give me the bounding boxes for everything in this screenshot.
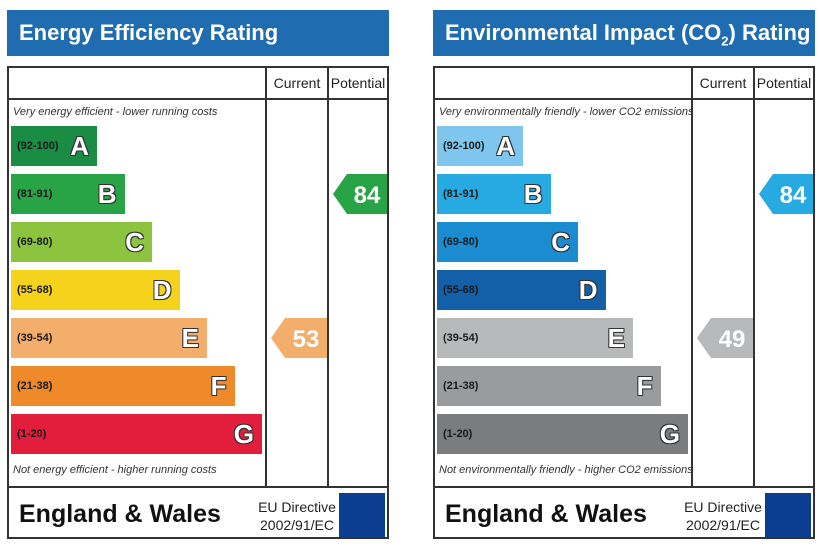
band-range: (81-91) xyxy=(443,188,479,200)
potential-rating-value: 84 xyxy=(354,182,381,209)
band-range: (92-100) xyxy=(17,140,59,152)
directive-line: EU Directive xyxy=(684,499,762,515)
eu-flag-icon xyxy=(765,493,811,537)
band-letter: G xyxy=(659,419,680,449)
band-bar-c: (69-80) C xyxy=(11,222,152,262)
band-bar-a: (92-100) A xyxy=(437,126,523,166)
band-range: (39-54) xyxy=(443,332,479,344)
potential-rating-value: 84 xyxy=(780,182,807,209)
current-rating-arrow: 53 xyxy=(271,318,327,358)
band-letter: C xyxy=(551,227,570,257)
rating-frame: Current Potential Very environmentally f… xyxy=(433,66,815,539)
top-note: Very environmentally friendly - lower CO… xyxy=(439,106,694,118)
band-range: (39-54) xyxy=(17,332,53,344)
band-letter: F xyxy=(636,371,653,401)
divider xyxy=(9,98,387,100)
energy-efficiency-panel: Energy Efficiency Rating Current Potenti… xyxy=(7,10,389,540)
current-rating-arrow: 49 xyxy=(697,318,753,358)
panel-title: Environmental Impact (CO2) Rating xyxy=(433,10,815,56)
divider xyxy=(753,68,755,488)
band-letter: D xyxy=(152,275,172,305)
band-range: (92-100) xyxy=(443,140,485,152)
band-bar-f: (21-38) F xyxy=(11,366,235,406)
title-part: Environmental Impact (CO xyxy=(445,20,722,45)
current-rating-value: 53 xyxy=(293,326,320,353)
band-bar-g: (1-20) G xyxy=(11,414,262,454)
band-letter: B xyxy=(97,179,117,209)
panel-title: Energy Efficiency Rating xyxy=(7,10,389,56)
band-bar-d: (55-68) D xyxy=(437,270,606,310)
column-header-current: Current xyxy=(699,75,747,91)
band-bar-b: (81-91) B xyxy=(437,174,551,214)
divider xyxy=(691,68,693,488)
band-range: (55-68) xyxy=(17,284,53,296)
band-bar-e: (39-54) E xyxy=(437,318,633,358)
band-bar-e: (39-54) E xyxy=(11,318,207,358)
band-bar-g: (1-20) G xyxy=(437,414,688,454)
title-part: ) Rating xyxy=(728,20,811,45)
band-letter: A xyxy=(496,131,515,161)
band-bar-f: (21-38) F xyxy=(437,366,661,406)
bottom-note: Not energy efficient - higher running co… xyxy=(13,464,217,476)
band-letter: A xyxy=(70,131,89,161)
eu-directive: EU Directive 2002/91/EC xyxy=(255,498,339,534)
divider xyxy=(435,486,813,488)
band-letter: E xyxy=(607,323,625,353)
column-header-potential: Potential xyxy=(330,75,386,91)
band-letter: F xyxy=(210,371,227,401)
band-letter: B xyxy=(523,179,543,209)
band-range: (1-20) xyxy=(17,428,47,440)
footer-region: England & Wales xyxy=(445,500,647,528)
divider xyxy=(435,98,813,100)
band-range: (1-20) xyxy=(443,428,473,440)
eu-directive: EU Directive 2002/91/EC xyxy=(681,498,765,534)
band-range: (69-80) xyxy=(443,236,479,248)
rating-frame: Current Potential Very energy efficient … xyxy=(7,66,389,539)
divider xyxy=(265,68,267,488)
band-letter: D xyxy=(578,275,598,305)
band-bar-a: (92-100) A xyxy=(11,126,97,166)
bottom-note: Not environmentally friendly - higher CO… xyxy=(439,464,693,476)
band-bar-b: (81-91) B xyxy=(11,174,125,214)
directive-line: 2002/91/EC xyxy=(260,517,334,533)
band-letter: G xyxy=(233,419,254,449)
title-subscript: 2 xyxy=(721,33,729,49)
current-rating-value: 49 xyxy=(719,326,746,353)
band-range: (69-80) xyxy=(17,236,53,248)
directive-line: EU Directive xyxy=(258,499,336,515)
divider xyxy=(9,486,387,488)
eu-flag-icon xyxy=(339,493,385,537)
column-header-potential: Potential xyxy=(756,75,812,91)
footer-region: England & Wales xyxy=(19,500,221,528)
divider xyxy=(327,68,329,488)
band-bar-d: (55-68) D xyxy=(11,270,180,310)
potential-rating-arrow: 84 xyxy=(759,174,813,214)
top-note: Very energy efficient - lower running co… xyxy=(13,106,218,118)
band-range: (55-68) xyxy=(443,284,479,296)
directive-line: 2002/91/EC xyxy=(686,517,760,533)
band-bar-c: (69-80) C xyxy=(437,222,578,262)
band-range: (21-38) xyxy=(17,380,53,392)
column-header-current: Current xyxy=(273,75,321,91)
band-letter: E xyxy=(181,323,199,353)
environmental-impact-panel: Environmental Impact (CO2) Rating Curren… xyxy=(433,10,815,540)
band-range: (81-91) xyxy=(17,188,53,200)
band-letter: C xyxy=(125,227,144,257)
potential-rating-arrow: 84 xyxy=(333,174,387,214)
band-range: (21-38) xyxy=(443,380,479,392)
